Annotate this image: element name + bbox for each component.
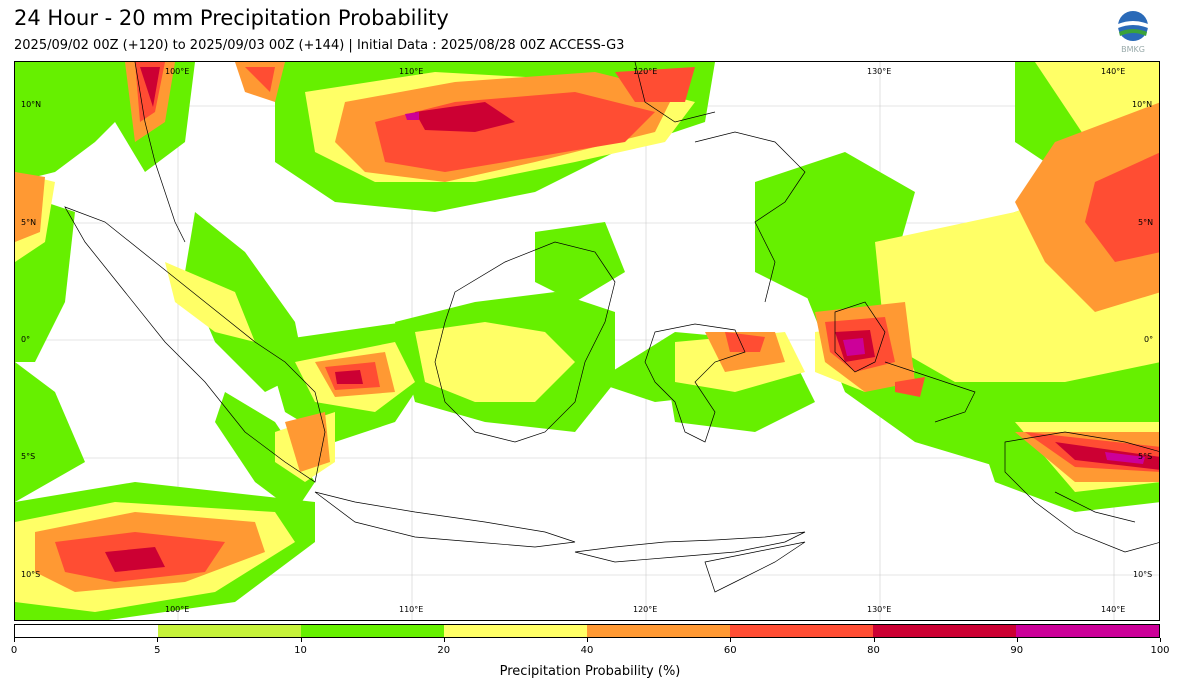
lat-label-left-10n: 10°N — [21, 100, 42, 109]
colorbar-tick-mark — [730, 638, 732, 642]
colorbar-label: Precipitation Probability (%) — [499, 664, 681, 679]
lon-label-top-110: 110°E — [399, 67, 424, 76]
colorbar-segment — [587, 625, 730, 637]
colorbar-tick-label: 90 — [1010, 645, 1024, 656]
colorbar-ticks: 0 5 10 20 40 60 80 90 100 — [10, 638, 1170, 656]
lon-label-bottom-140: 140°E — [1101, 605, 1126, 614]
colorbar-segment — [15, 625, 158, 637]
colorbar-segment — [158, 625, 301, 637]
colorbar-tick-mark — [1160, 638, 1161, 642]
lat-label-left-5n: 5°N — [21, 218, 37, 227]
lat-label-left-5s: 5°S — [21, 452, 36, 461]
colorbar-segment — [444, 625, 587, 637]
colorbar-tick-mark — [157, 638, 159, 642]
colorbar-tick-mark — [14, 638, 15, 642]
colorbar-segment — [873, 625, 1016, 637]
lon-label-bottom-110: 110°E — [399, 605, 424, 614]
colorbar-tick-label: 40 — [580, 645, 594, 656]
coastlines — [64, 62, 1159, 593]
lat-label-right-10s: 10°S — [1133, 570, 1153, 579]
colorbar-tick-mark — [443, 638, 445, 642]
svg-text:BMKG: BMKG — [1121, 45, 1145, 54]
lat-label-left-0: 0° — [21, 335, 31, 344]
lat-label-right-10n: 10°N — [1132, 100, 1153, 109]
colorbar — [14, 624, 1160, 638]
lon-label-top-120: 120°E — [633, 67, 658, 76]
colorbar-tick-label: 100 — [1150, 645, 1170, 656]
colorbar-tick-label: 5 — [154, 645, 161, 656]
lat-label-right-0: 0° — [1144, 335, 1154, 344]
colorbar-tick-mark — [873, 638, 875, 642]
lat-label-right-5s: 5°S — [1138, 452, 1153, 461]
lon-label-top-140: 140°E — [1101, 67, 1126, 76]
colorbar-segment — [1016, 625, 1159, 637]
colorbar-tick-label: 0 — [10, 645, 18, 656]
map-subtitle: 2025/09/02 00Z (+120) to 2025/09/03 00Z … — [14, 38, 625, 53]
colorbar-tick-mark — [587, 638, 588, 642]
precip-90-100 — [405, 112, 1145, 464]
precipitation-map: 100°E 110°E 120°E 130°E 140°E 100°E 110°… — [14, 61, 1160, 621]
colorbar-tick-label: 10 — [294, 645, 307, 656]
colorbar-tick-label: 20 — [437, 645, 451, 656]
colorbar-segment — [301, 625, 444, 637]
colorbar-segment — [730, 625, 873, 637]
lon-label-top-100: 100°E — [165, 67, 190, 76]
colorbar-tick-mark — [1016, 638, 1018, 642]
colorbar-tick-label: 60 — [723, 645, 737, 656]
bmkg-logo-icon: BMKG — [1117, 11, 1149, 54]
lat-label-left-10s: 10°S — [21, 570, 41, 579]
lon-label-bottom-120: 120°E — [633, 605, 658, 614]
lon-label-bottom-100: 100°E — [165, 605, 190, 614]
map-canvas — [15, 62, 1159, 620]
lon-label-top-130: 130°E — [867, 67, 892, 76]
colorbar-tick-label: 80 — [867, 645, 880, 656]
lon-label-bottom-130: 130°E — [867, 605, 892, 614]
colorbar-tick-mark — [300, 638, 302, 642]
map-title: 24 Hour - 20 mm Precipitation Probabilit… — [14, 6, 449, 30]
lat-label-right-5n: 5°N — [1138, 218, 1154, 227]
